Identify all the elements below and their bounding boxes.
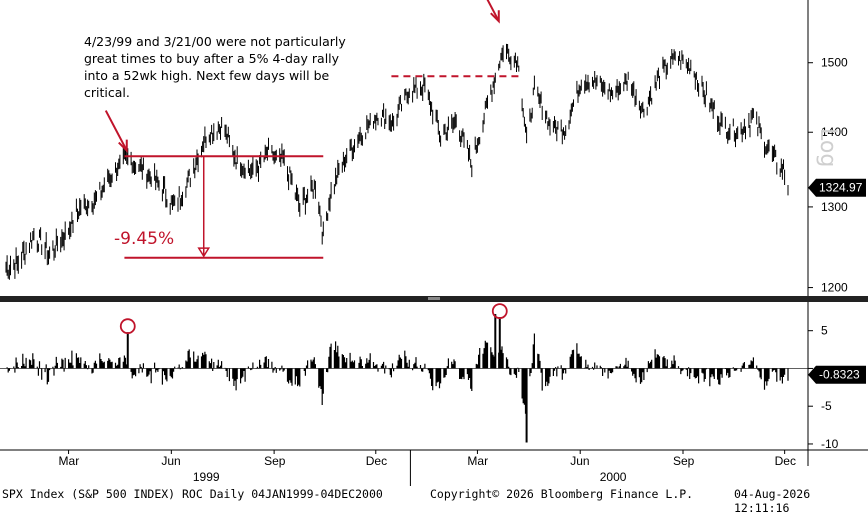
footer-security: SPX Index (S&P 500 INDEX) ROC Daily 04JA… [2,487,383,501]
log-scale-label: Log [815,128,840,168]
roc-tick-label: 5 [821,324,828,338]
x-month-label: Jun [570,454,589,468]
price-tick-label: 1200 [821,281,848,295]
price-tick-label: 1400 [821,125,848,139]
price-last-value: 1324.97 [819,181,863,195]
price-tick-label: 1300 [821,200,848,214]
roc-last-value-box [808,365,866,384]
roc-tick-label: -10 [821,437,839,451]
chart-svg: 1200 1300 1400 1500 5 -5 -10 1324.97 -0.8323 Mar J… [0,0,868,486]
callout-arrowhead-2 [490,10,500,24]
x-year-label: 1999 [193,470,220,484]
x-month-label: Sep [264,454,286,468]
roc-last-value: -0.8323 [819,368,860,382]
footer-timestamp: 04-Aug-2026 12:11:16 [734,487,811,515]
callout-arrow-2 [486,0,499,20]
roc-bars [6,333,789,414]
x-month-label: Mar [59,454,80,468]
roc-tick-label: -5 [821,399,832,413]
x-month-label: Dec [775,454,796,468]
x-month-label: Jun [161,454,180,468]
drop-arrow-head [197,247,211,258]
price-series [5,43,789,280]
price-tick-label: 1500 [821,56,848,70]
roc-circle-1 [119,318,136,335]
divider-handle [428,297,440,300]
callout-arrow-1 [104,110,127,150]
x-month-label: Sep [673,454,695,468]
footer-copyright: Copyright© 2026 Bloomberg Finance L.P. [430,487,694,501]
x-year-label: 2000 [600,470,627,484]
x-month-label: Dec [366,454,387,468]
price-last-value-box [808,178,866,197]
x-month-label: Mar [467,454,488,468]
annotation-note: 4/23/99 and 3/21/00 were not particularl… [84,34,346,100]
callout-arrowhead-1 [118,139,128,154]
drop-percentage-label: -9.45% [114,229,175,249]
roc-circle-2 [491,303,508,320]
